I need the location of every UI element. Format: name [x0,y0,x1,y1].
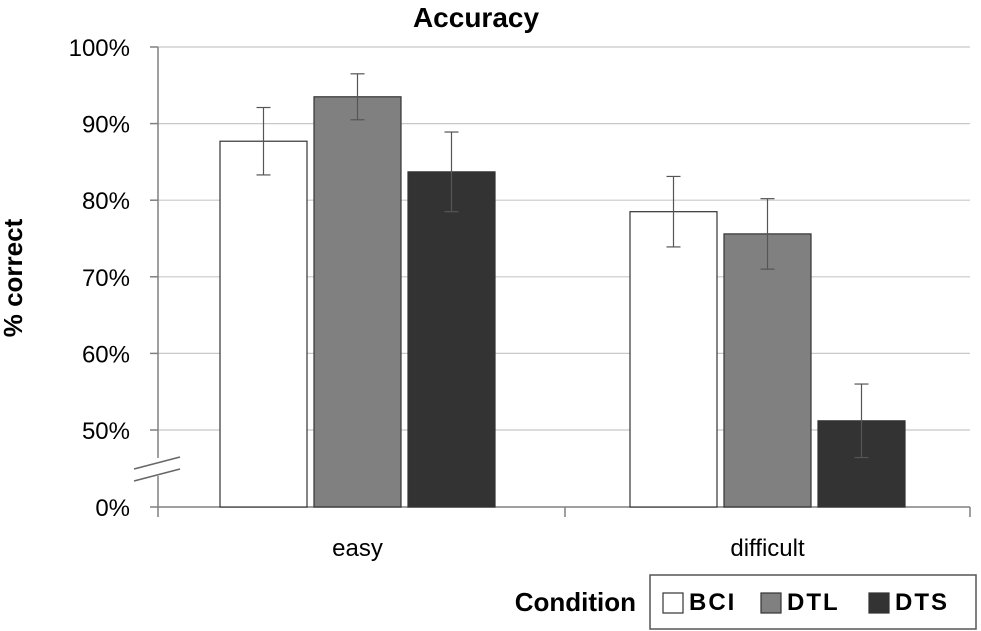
x-category-label: easy [332,535,383,562]
axis-break-mark [133,468,181,482]
legend-label-dtl: DTL [787,589,840,616]
legend-swatch-dtl [760,592,782,614]
legend-box [649,574,977,630]
y-tick-label: 80% [82,188,130,215]
x-category-label: difficult [730,535,805,562]
legend-swatch-dts [868,592,890,614]
y-tick-label: 100% [69,35,130,62]
error-bars [256,73,869,459]
legend-title: Condition [515,587,636,617]
y-tick-label: 70% [82,265,130,292]
y-axis-label: % correct [0,218,28,337]
legend-label-dts: DTS [895,589,949,616]
y-tick-label: 90% [82,112,130,139]
axis-break-mark [133,456,181,470]
legend-items: BCI DTL DTS [662,589,949,616]
legend-label-bci: BCI [689,589,736,616]
y-tick-label: 60% [82,341,130,368]
chart-title: Accuracy [413,2,540,33]
x-category-labels: easy difficult [332,535,805,562]
y-tick-label: 50% [82,418,130,445]
bars [219,96,906,508]
legend-swatch-bci [662,592,684,614]
bar-bci-difficult [629,211,718,508]
bar-dts-easy [407,171,496,508]
bar-dtl-difficult [723,233,812,508]
bar-dts-difficult [817,420,906,508]
legend: Condition BCI DTL DTS [515,574,977,630]
y-tick-labels: 0% 50% 60% 70% 80% 90% 100% [69,35,130,522]
bar-dtl-easy [313,96,402,508]
bar-bci-easy [219,140,308,508]
y-tick-label: 0% [95,495,130,522]
